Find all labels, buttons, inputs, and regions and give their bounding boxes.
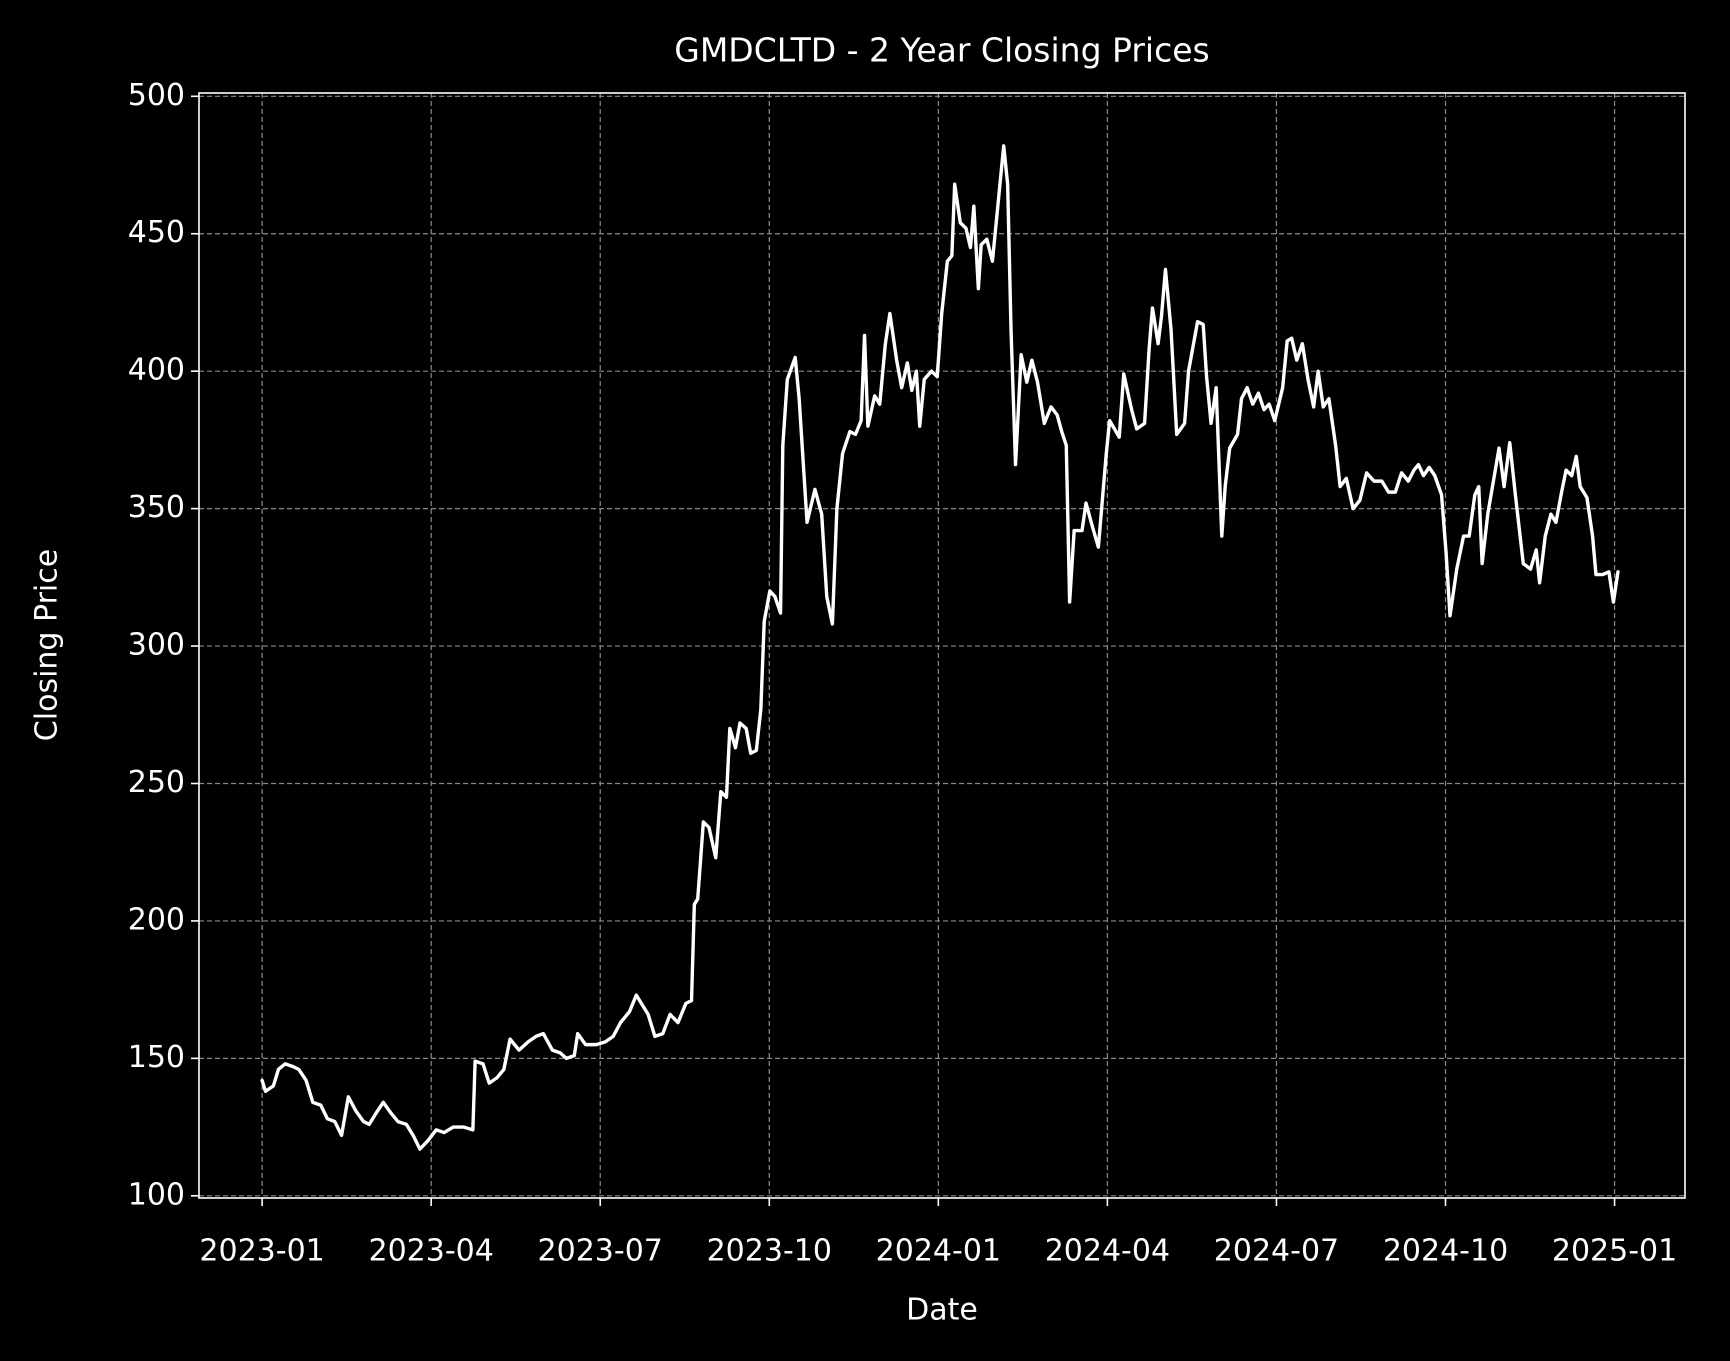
y-tick-label: 100 bbox=[128, 1177, 185, 1212]
price-line bbox=[260, 144, 1620, 1151]
y-tick-label: 300 bbox=[128, 628, 185, 663]
y-axis-label: Closing Price bbox=[30, 549, 65, 741]
y-tick-label: 150 bbox=[128, 1040, 185, 1075]
y-tick-label: 450 bbox=[128, 215, 185, 250]
x-tick-label: 2024-04 bbox=[1045, 1234, 1170, 1269]
x-tick-label: 2024-10 bbox=[1383, 1234, 1508, 1269]
x-axis-label: Date bbox=[906, 1293, 978, 1328]
y-tick-label: 250 bbox=[128, 765, 185, 800]
x-tick-label: 2023-10 bbox=[707, 1234, 832, 1269]
plot-frame bbox=[198, 92, 1686, 1199]
x-tick-label: 2024-07 bbox=[1214, 1234, 1339, 1269]
y-tick-label: 200 bbox=[128, 902, 185, 937]
chart-title: GMDCLTD - 2 Year Closing Prices bbox=[674, 31, 1209, 70]
x-tick-label: 2023-04 bbox=[368, 1234, 493, 1269]
y-tick-label: 400 bbox=[128, 353, 185, 388]
x-tick-label: 2024-01 bbox=[876, 1234, 1001, 1269]
x-tick-label: 2023-01 bbox=[199, 1234, 324, 1269]
x-tick-label: 2025-01 bbox=[1552, 1234, 1677, 1269]
y-tick-label: 500 bbox=[128, 78, 185, 113]
y-tick-label: 350 bbox=[128, 490, 185, 525]
x-tick-label: 2023-07 bbox=[538, 1234, 663, 1269]
